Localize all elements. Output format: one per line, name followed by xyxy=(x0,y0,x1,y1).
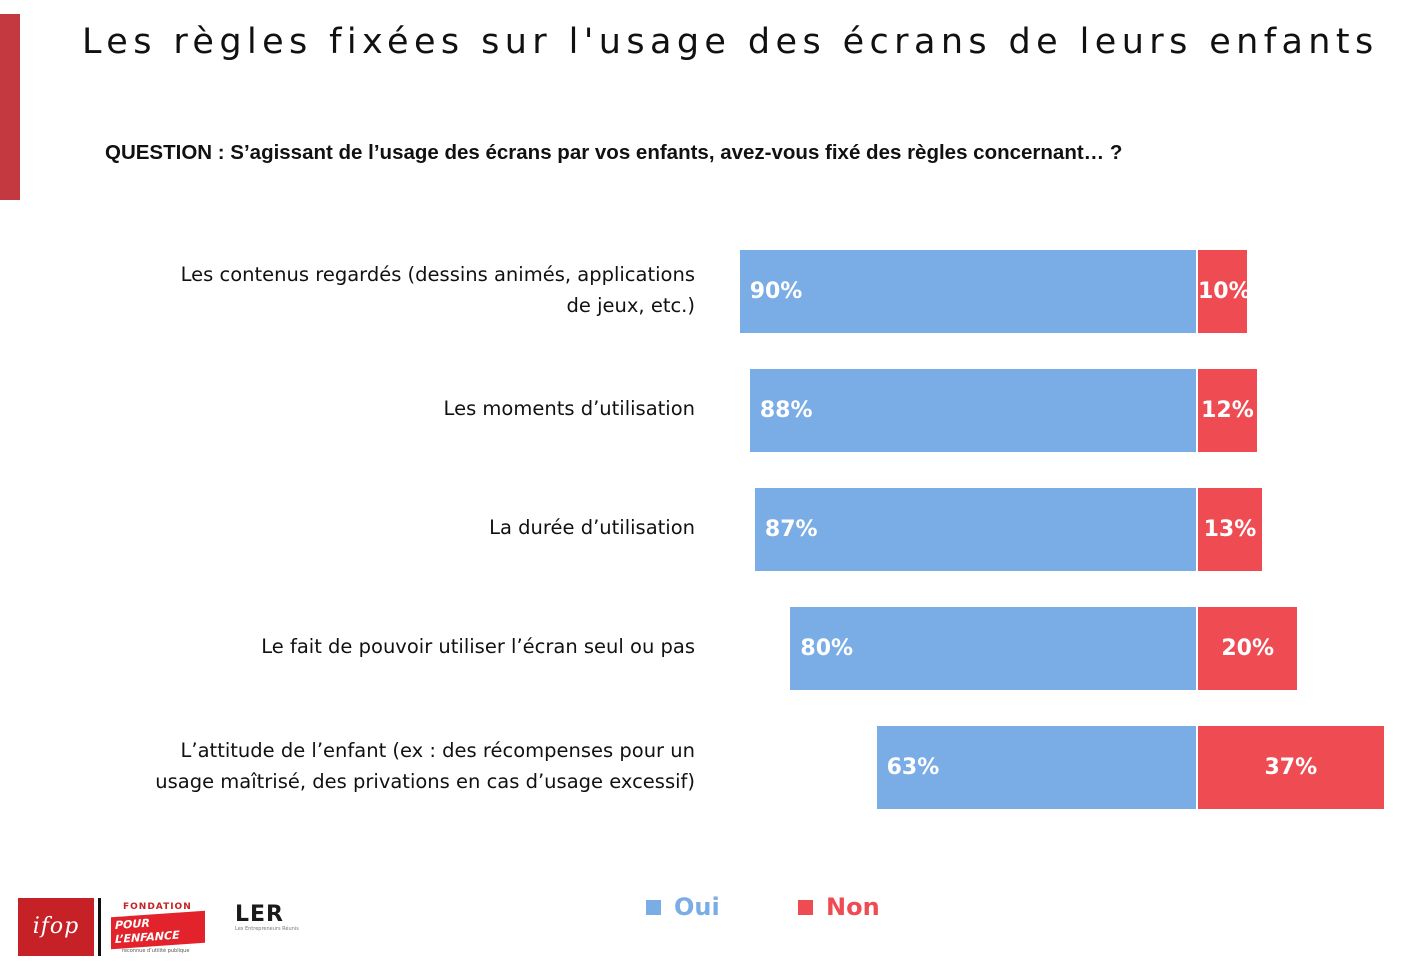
fondation-logo-bottom: reconnue d’utilité publique xyxy=(122,948,190,954)
legend-swatch-oui xyxy=(646,900,661,915)
bar-value-label: 12% xyxy=(1201,398,1254,423)
fondation-pour-l-enfance-logo: FONDATION POUR L’ENFANCE reconnue d’util… xyxy=(108,898,208,956)
bar-value-label: 13% xyxy=(1203,517,1257,542)
bar-non: 20% xyxy=(1196,607,1298,690)
ifop-logo: ifop xyxy=(18,898,94,956)
bar-value-label: 37% xyxy=(1264,755,1318,780)
accent-bar xyxy=(0,14,20,200)
bar-value-label: 63% xyxy=(886,755,940,780)
bar-oui: 80% xyxy=(790,607,1196,690)
question-prefix: QUESTION : xyxy=(105,141,225,164)
fondation-logo-top: FONDATION xyxy=(123,902,192,912)
bar-oui: 88% xyxy=(749,369,1196,452)
logo-divider xyxy=(98,898,101,956)
page-title: Les règles fixées sur l'usage des écrans… xyxy=(82,22,1379,62)
category-label: L’attitude de l’enfant (ex : des récompe… xyxy=(95,735,695,797)
legend-swatch-non xyxy=(798,900,813,915)
ler-logo: LER Les Entrepreneurs Réunis xyxy=(235,902,311,938)
category-label: Le fait de pouvoir utiliser l’écran seul… xyxy=(95,631,695,662)
bar-oui: 63% xyxy=(876,726,1196,809)
bar-value-label: 90% xyxy=(749,279,803,304)
bar-value-label: 80% xyxy=(800,636,854,661)
category-label-line: Les contenus regardés (dessins animés, a… xyxy=(180,262,695,286)
chart-legend: Oui Non xyxy=(0,890,1426,924)
category-label-line: La durée d’utilisation xyxy=(489,516,695,539)
ler-logo-subtitle: Les Entrepreneurs Réunis xyxy=(235,926,299,932)
question-text: QUESTION : S’agissant de l’usage des écr… xyxy=(105,141,1122,165)
category-label-line: L’attitude de l’enfant (ex : des récompe… xyxy=(180,738,695,762)
bar-value-label: 20% xyxy=(1221,636,1275,661)
bar-value-label: 88% xyxy=(759,398,813,423)
bar-non: 37% xyxy=(1196,726,1384,809)
fondation-logo-box: POUR L’ENFANCE xyxy=(111,910,205,950)
category-label: Les contenus regardés (dessins animés, a… xyxy=(95,259,695,321)
category-label: Les moments d’utilisation xyxy=(95,393,695,424)
ler-logo-mark: LER xyxy=(235,902,284,927)
category-label-line: usage maîtrisé, des privations en cas d’… xyxy=(155,769,695,793)
category-label: La durée d’utilisation xyxy=(95,512,695,543)
bar-non: 13% xyxy=(1196,488,1262,571)
question-body: S’agissant de l’usage des écrans par vos… xyxy=(230,141,1123,164)
bar-oui: 90% xyxy=(739,250,1196,333)
category-label-line: Les moments d’utilisation xyxy=(443,397,695,420)
category-label-line: Le fait de pouvoir utiliser l’écran seul… xyxy=(261,635,695,658)
bar-value-label: 10% xyxy=(1198,279,1251,304)
legend-label-non: Non xyxy=(826,893,880,921)
bar-oui: 87% xyxy=(754,488,1196,571)
category-label-line: de jeux, etc.) xyxy=(566,293,695,317)
bar-non: 10% xyxy=(1196,250,1251,333)
legend-label-oui: Oui xyxy=(674,893,720,921)
bar-non: 12% xyxy=(1196,369,1257,452)
bar-value-label: 87% xyxy=(764,517,818,542)
